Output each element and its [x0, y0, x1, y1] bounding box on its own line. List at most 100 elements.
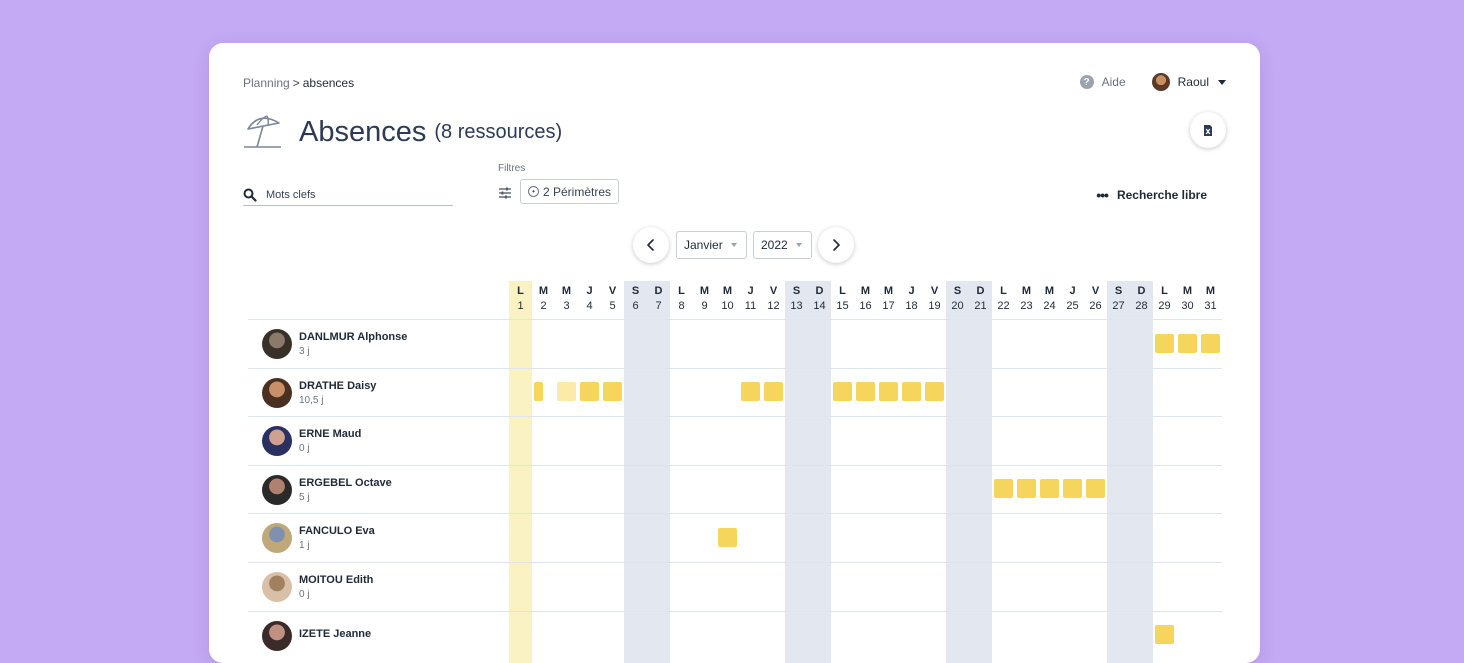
resource-row[interactable]: IZETE Jeanne — [262, 612, 371, 660]
absence-block[interactable] — [1155, 333, 1174, 353]
absence-block[interactable] — [902, 382, 921, 402]
weekend-column — [969, 281, 992, 663]
avatar — [262, 620, 292, 651]
perimeters-filter-chip[interactable]: • 2 Périmètres — [520, 179, 620, 204]
page-title: Absences — [299, 115, 427, 148]
avatar — [262, 523, 292, 554]
day-header: M 30 — [1176, 281, 1199, 315]
resource-name[interactable]: ERGEBEL Octave — [299, 476, 392, 489]
day-header: M 17 — [877, 281, 900, 315]
next-month-button[interactable] — [818, 227, 854, 263]
absence-block[interactable] — [603, 382, 622, 402]
day-number: 23 — [1020, 300, 1033, 312]
user-menu[interactable]: Raoul — [1151, 73, 1226, 91]
resource-name[interactable]: IZETE Jeanne — [299, 628, 372, 641]
row-divider — [248, 464, 1222, 466]
day-letter: M — [1044, 285, 1055, 297]
day-letter: J — [586, 285, 593, 297]
help-link[interactable]: ? Aide — [1079, 75, 1126, 89]
filters-label: Filtres — [498, 163, 526, 174]
day-number: 3 — [563, 300, 570, 312]
day-number: 18 — [905, 300, 918, 312]
weekend-column — [1130, 281, 1153, 663]
resource-row[interactable]: MOITOU Edith 0 j — [262, 563, 373, 611]
resource-name[interactable]: MOITOU Edith — [299, 574, 374, 586]
absence-block[interactable] — [764, 382, 783, 402]
absence-block[interactable] — [925, 382, 944, 402]
resource-name[interactable]: FANCULO Eva — [299, 525, 375, 538]
day-letter: M — [860, 285, 871, 297]
absence-block[interactable] — [1086, 479, 1105, 499]
absence-block[interactable] — [741, 382, 760, 402]
absence-block[interactable] — [580, 382, 599, 402]
absence-block[interactable] — [1155, 625, 1174, 645]
day-number: 10 — [721, 300, 734, 312]
absence-block[interactable] — [718, 527, 737, 547]
absence-block[interactable] — [1178, 333, 1197, 353]
absence-block[interactable] — [856, 382, 875, 402]
year-select[interactable]: 2022 — [753, 231, 812, 259]
resource-name[interactable]: DRATHE Daisy — [299, 379, 377, 392]
day-number: 2 — [540, 300, 547, 312]
day-number: 8 — [678, 300, 685, 312]
page-title-row: Absences (8 ressources) — [243, 113, 562, 151]
day-number: 31 — [1204, 300, 1217, 312]
day-letter: M — [538, 285, 549, 297]
previous-month-button[interactable] — [633, 227, 669, 263]
absence-block[interactable] — [1040, 479, 1059, 499]
absence-block[interactable] — [1201, 333, 1220, 353]
day-letter: D — [815, 285, 824, 297]
day-letter: D — [1137, 285, 1146, 297]
day-header: J 11 — [739, 281, 762, 315]
resource-info: ERGEBEL Octave 5 j — [299, 477, 392, 503]
search-field — [243, 185, 453, 206]
day-number: 4 — [586, 300, 593, 312]
resource-row[interactable]: ERNE Maud 0 j — [262, 417, 361, 465]
absence-block[interactable] — [879, 382, 898, 402]
day-letter: V — [608, 285, 617, 297]
day-header: J 18 — [900, 281, 923, 315]
absence-block[interactable] — [1017, 479, 1036, 499]
absence-block[interactable] — [833, 382, 852, 402]
resource-row[interactable]: ERGEBEL Octave 5 j — [262, 466, 392, 514]
day-letter: L — [517, 285, 524, 297]
day-header: V 26 — [1084, 281, 1107, 315]
absence-block[interactable] — [557, 382, 576, 402]
resource-name[interactable]: ERNE Maud — [299, 428, 362, 441]
holiday-column — [509, 281, 532, 663]
avatar — [262, 572, 292, 602]
resource-row[interactable]: FANCULO Eva 1 j — [262, 514, 375, 562]
day-header: M 24 — [1038, 281, 1061, 315]
day-letter: M — [699, 285, 710, 297]
resource-info: FANCULO Eva 1 j — [299, 525, 375, 551]
month-select[interactable]: Janvier — [676, 231, 747, 259]
free-search-button[interactable]: ••• Recherche libre — [1096, 188, 1207, 202]
breadcrumb-planning-link[interactable]: Planning — [243, 76, 290, 90]
beach-umbrella-icon — [244, 115, 281, 148]
resource-absence-days: 0 j — [299, 589, 310, 600]
absence-block[interactable] — [1063, 479, 1082, 499]
resource-name[interactable]: DANLMUR Alphonse — [299, 331, 408, 343]
day-number: 5 — [609, 300, 616, 312]
export-excel-button[interactable] — [1190, 112, 1226, 148]
filter-sliders-icon[interactable] — [498, 186, 512, 200]
breadcrumb-current: absences — [302, 76, 355, 90]
resource-row[interactable]: DANLMUR Alphonse 3 j — [262, 320, 407, 368]
resource-row[interactable]: DRATHE Daisy 10,5 j — [262, 369, 376, 417]
day-number: 21 — [974, 300, 987, 312]
absence-block[interactable] — [994, 479, 1013, 499]
day-number: 1 — [517, 300, 524, 312]
header-actions: ? Aide Raoul — [1079, 73, 1226, 91]
search-input[interactable] — [266, 189, 446, 201]
day-header: D 28 — [1130, 281, 1153, 315]
weekend-column — [647, 281, 670, 663]
absence-block[interactable] — [534, 382, 543, 402]
day-letter: V — [1091, 285, 1100, 297]
search-icon — [243, 188, 257, 202]
day-number: 16 — [859, 300, 872, 312]
day-header: L 29 — [1153, 281, 1176, 315]
